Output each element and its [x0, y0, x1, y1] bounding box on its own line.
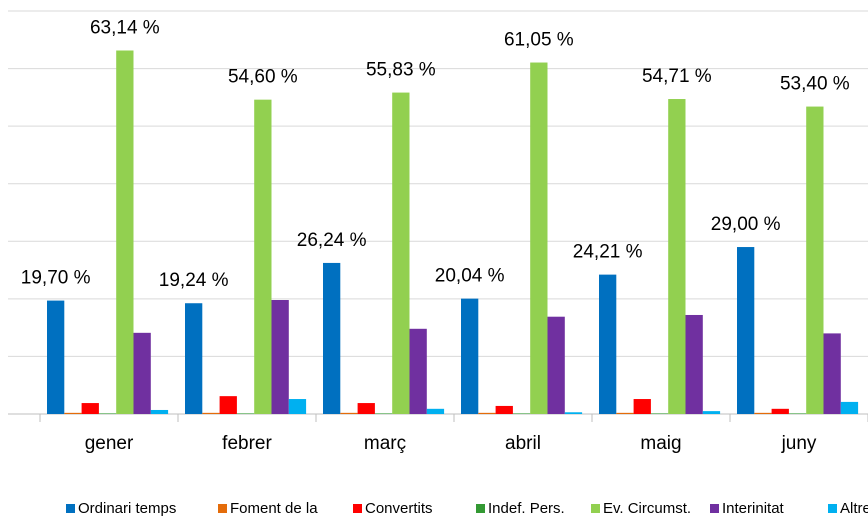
- bar: [357, 403, 375, 414]
- legend-label: Ev. Circumst.: [603, 500, 691, 517]
- legend-swatch: [218, 504, 227, 513]
- bar: [530, 62, 548, 414]
- value-label: 61,05 %: [504, 30, 574, 51]
- bar: [823, 333, 841, 414]
- bar: [788, 413, 807, 414]
- bar: [633, 399, 651, 414]
- x-tick-label: juny: [781, 433, 817, 454]
- bar: [771, 408, 789, 414]
- bar: [392, 92, 410, 415]
- legend-swatch: [591, 504, 600, 513]
- bar: [668, 99, 686, 415]
- bar: [616, 412, 634, 414]
- value-label: 53,40 %: [780, 74, 850, 95]
- bar: [806, 106, 824, 414]
- legend-label: Foment de la: [230, 500, 318, 517]
- bar: [409, 328, 427, 414]
- bar: [840, 401, 859, 414]
- bar: [116, 50, 134, 415]
- bar: [98, 413, 117, 414]
- value-label: 54,60 %: [228, 67, 298, 88]
- bar: [702, 411, 721, 414]
- bar: [754, 412, 772, 414]
- value-label: 24,21 %: [573, 242, 643, 263]
- bar: [374, 413, 393, 414]
- bar: [323, 262, 341, 414]
- bar: [340, 412, 358, 414]
- legend-swatch: [66, 504, 75, 513]
- bar: [254, 99, 272, 414]
- value-label: 20,04 %: [435, 266, 505, 287]
- bar: [271, 300, 289, 414]
- bar: [47, 300, 65, 414]
- legend-swatch: [828, 504, 837, 513]
- bar: [81, 403, 99, 414]
- x-tick-label: març: [364, 433, 406, 454]
- bar: [650, 413, 669, 414]
- x-tick-label: febrer: [222, 433, 272, 454]
- bar: [547, 316, 565, 414]
- legend-swatch: [476, 504, 485, 513]
- value-label: 63,14 %: [90, 18, 160, 39]
- bar: [150, 409, 169, 414]
- bar: [202, 412, 220, 414]
- bar: [236, 413, 255, 414]
- value-label: 55,83 %: [366, 60, 436, 81]
- bar: [185, 303, 203, 414]
- value-label: 19,70 %: [21, 268, 91, 289]
- bar: [288, 399, 307, 414]
- bar: [495, 405, 513, 414]
- legend-label: Interinitat: [722, 500, 785, 517]
- bar: [564, 412, 583, 414]
- legend-label: Indef. Pers.: [488, 500, 565, 517]
- x-tick-label: gener: [85, 433, 134, 454]
- bar: [478, 412, 496, 414]
- bar: [426, 408, 445, 414]
- bar: [599, 274, 617, 414]
- legend-label: Ordinari temps: [78, 500, 176, 517]
- value-label: 19,24 %: [159, 270, 229, 291]
- legend-swatch: [353, 504, 362, 513]
- bar: [219, 396, 237, 414]
- x-tick-label: abril: [505, 433, 541, 454]
- value-label: 29,00 %: [711, 214, 781, 235]
- x-tick-label: maig: [640, 433, 681, 454]
- value-label: 26,24 %: [297, 230, 367, 251]
- value-label: 54,71 %: [642, 66, 712, 87]
- bar: [685, 314, 703, 414]
- bar: [133, 332, 151, 414]
- legend-label: Convertits: [365, 500, 433, 517]
- bar: [512, 413, 531, 414]
- legend-label: Altres: [840, 500, 868, 517]
- bar: [64, 412, 82, 414]
- legend-swatch: [710, 504, 719, 513]
- bar: [737, 247, 755, 414]
- bar: [461, 298, 479, 414]
